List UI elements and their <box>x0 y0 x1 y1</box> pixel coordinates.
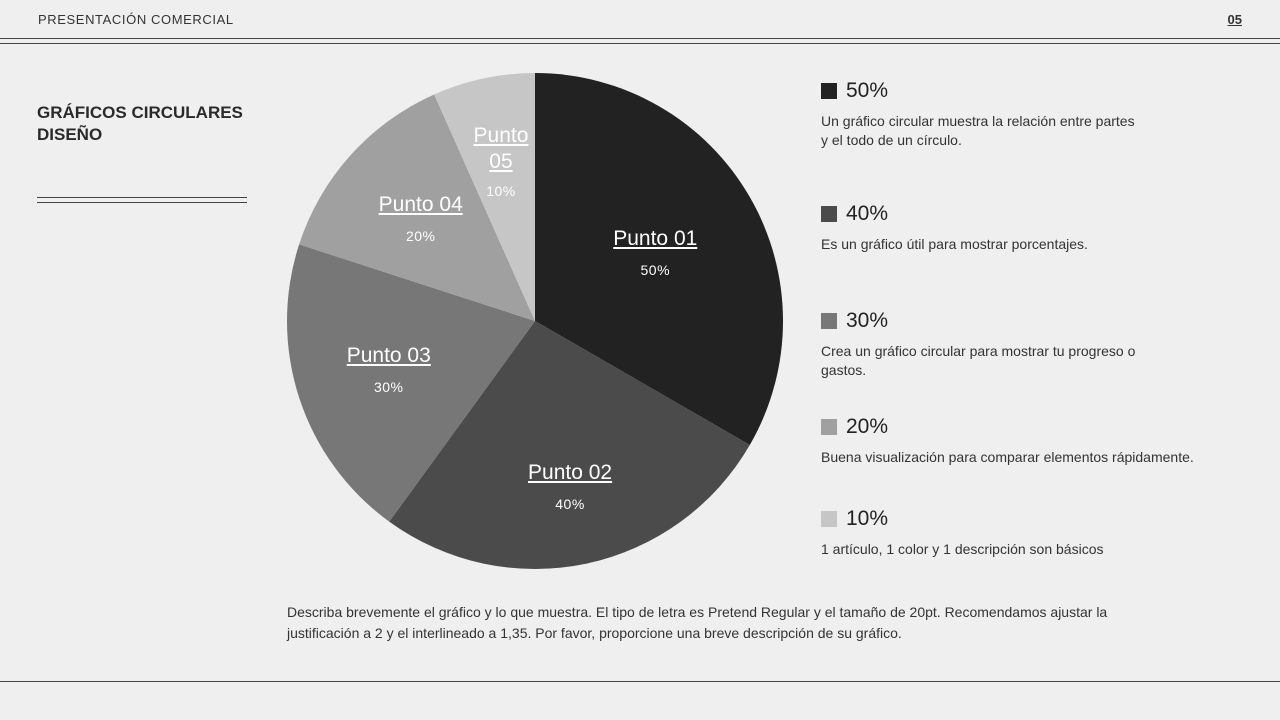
legend-percent: 50% <box>846 79 889 102</box>
legend-description: Un gráfico circular muestra la relación … <box>821 113 1135 148</box>
pie-slice-value: 50% <box>640 261 671 278</box>
pie-slice-name: Punto 03 <box>346 343 431 367</box>
section-title: GRÁFICOS CIRCULARES DISEÑO <box>37 103 243 144</box>
pie-slice-value: 40% <box>555 495 585 512</box>
legend-head: 30% <box>821 308 1261 334</box>
legend-item: 10% 1 artículo, 1 color y 1 descripción s… <box>821 506 1261 559</box>
legend-item: 50% Un gráfico circular muestra la relaci… <box>821 78 1261 150</box>
page-number: 05 <box>1227 12 1242 27</box>
legend-description: Es un gráfico útil para mostrar porcenta… <box>821 236 1088 252</box>
legend-swatch <box>821 206 837 222</box>
legend-percent: 10% <box>846 507 889 530</box>
pie-slice-value: 30% <box>373 378 404 395</box>
section-divider-top <box>37 197 247 198</box>
pie-slice-1 <box>535 73 783 445</box>
pie-slice-value: 20% <box>405 228 436 245</box>
pie-slice-value: 10% <box>486 182 516 199</box>
pie-chart: Punto 01 50% Punto 02 40% Punto 03 30% Punto 0… <box>285 72 785 570</box>
pie-chart-svg <box>287 73 783 569</box>
legend-swatch <box>821 419 837 435</box>
pie-slice-5 <box>434 73 535 321</box>
footer-rule <box>0 681 1280 682</box>
legend-description: Buena visualización para comparar elemen… <box>821 449 1194 465</box>
legend-percent: 20% <box>846 415 889 438</box>
pie-slice-label-5: Punto 05 10% <box>461 123 541 199</box>
legend-swatch <box>821 83 837 99</box>
pie-slice-4 <box>299 94 535 321</box>
pie-slice-name: Punto 05 <box>473 123 529 173</box>
legend-percent: 30% <box>846 309 889 332</box>
footer-description: Describa brevemente el gráfico y lo que … <box>287 604 1108 641</box>
legend-description: Crea un gráfico circular para mostrar tu… <box>821 343 1136 378</box>
header-rule-top <box>0 38 1280 39</box>
legend-head: 20% <box>821 414 1261 440</box>
pie-slice-name: Punto 01 <box>613 226 698 250</box>
pie-slice-2 <box>389 321 750 569</box>
pie-slice-label-1: Punto 01 50% <box>613 226 697 278</box>
legend-item: 40% Es un gráfico útil para mostrar porce… <box>821 201 1261 254</box>
pie-slice-name: Punto 02 <box>528 460 613 484</box>
legend-swatch <box>821 313 837 329</box>
legend-percent: 40% <box>846 202 889 225</box>
legend-head: 50% <box>821 78 1261 104</box>
legend-swatch <box>821 511 837 527</box>
legend-head: 40% <box>821 201 1261 227</box>
header-rule-bottom <box>0 43 1280 44</box>
legend-item: 30% Crea un gráfico circular para mostrar… <box>821 308 1261 380</box>
legend-head: 10% <box>821 506 1261 532</box>
section-divider-bottom <box>37 202 247 203</box>
pie-slice-label-4: Punto 04 20% <box>379 192 463 244</box>
pie-slice-3 <box>287 244 535 522</box>
legend-description: 1 artículo, 1 color y 1 descripción son … <box>821 541 1104 557</box>
pie-slice-name: Punto 04 <box>378 193 463 217</box>
header-title: PRESENTACIÓN COMERCIAL <box>38 12 234 27</box>
pie-slice-label-2: Punto 02 40% <box>528 460 612 512</box>
pie-slice-label-3: Punto 03 30% <box>347 343 431 395</box>
legend-item: 20% Buena visualización para comparar ele… <box>821 414 1261 467</box>
